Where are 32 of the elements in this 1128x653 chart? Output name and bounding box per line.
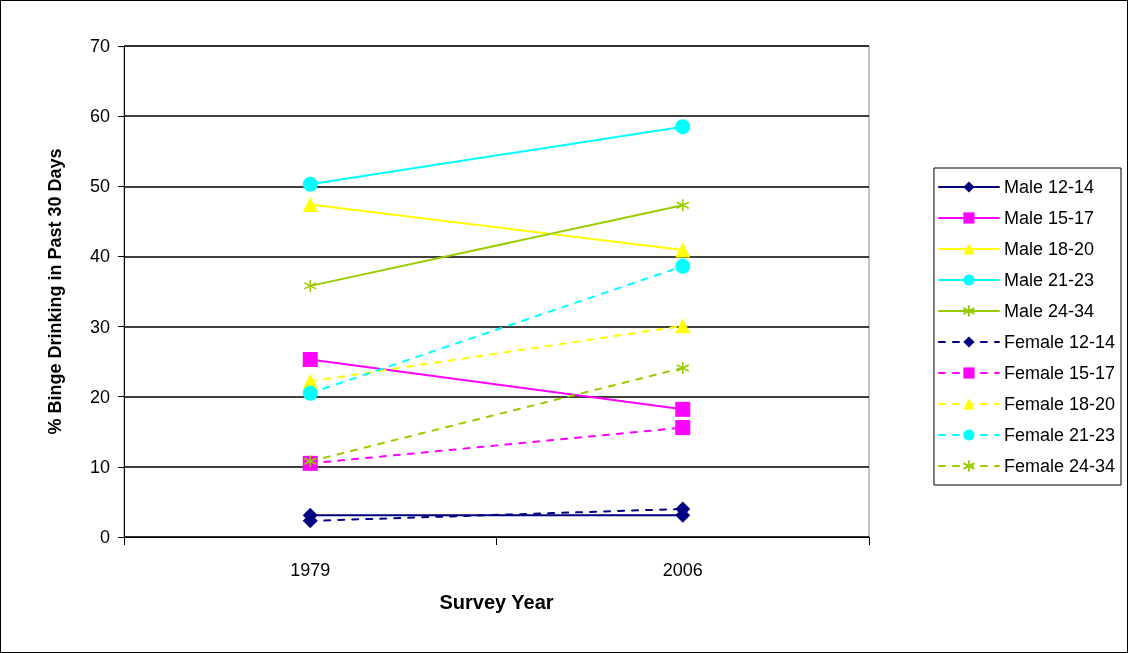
point (675, 420, 691, 436)
x-tick-label: 1979 (290, 560, 331, 580)
legend-label: Female 18-20 (1003, 394, 1115, 414)
point (676, 198, 690, 212)
point (676, 361, 690, 375)
y-tick-label: 0 (99, 527, 110, 547)
legend-label: Male 24-34 (1003, 301, 1094, 321)
point (302, 176, 318, 192)
x-axis-title: Survey Year (439, 591, 554, 613)
legend-label: Female 24-34 (1003, 456, 1115, 476)
legend-label: Male 18-20 (1003, 239, 1094, 259)
point (303, 279, 317, 293)
y-tick-label: 20 (89, 386, 110, 407)
legend-label: Male 12-14 (1003, 177, 1094, 197)
y-tick-label: 10 (89, 456, 110, 477)
point (675, 258, 691, 274)
y-tick-label: 30 (89, 316, 110, 337)
legend-label: Female 15-17 (1003, 363, 1115, 383)
legend-label: Female 21-23 (1003, 425, 1115, 445)
point (302, 352, 318, 368)
y-tick-label: 60 (89, 106, 110, 127)
point (302, 385, 318, 401)
y-tick-label: 50 (89, 176, 110, 197)
point (675, 401, 691, 417)
y-tick-label: 70 (89, 36, 110, 56)
point (675, 119, 691, 135)
x-tick-label: 2006 (662, 560, 703, 580)
legend-label: Male 21-23 (1003, 270, 1094, 290)
y-axis-title: % Binge Drinking in Past 30 Days (45, 148, 65, 435)
y-tick-label: 40 (89, 246, 110, 267)
legend-label: Female 12-14 (1003, 332, 1115, 352)
legend-label: Male 15-17 (1003, 208, 1094, 228)
